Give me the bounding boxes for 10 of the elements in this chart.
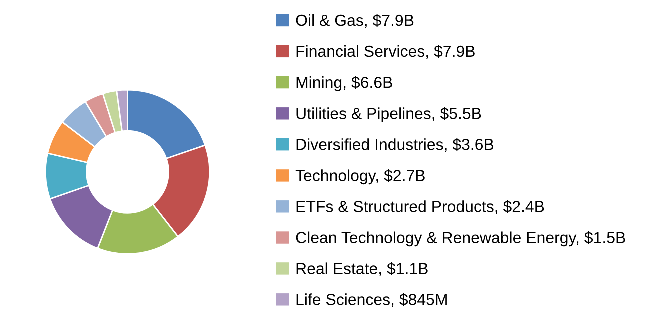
legend-label: Life Sciences, $845M xyxy=(296,293,447,308)
legend-label: Diversified Industries, $3.6B xyxy=(296,138,494,152)
legend-label: Real Estate, $1.1B xyxy=(296,262,428,276)
legend-label: ETFs & Structured Products, $2.4B xyxy=(296,200,544,214)
legend-label: Utilities & Pipelines, $5.5B xyxy=(296,107,482,123)
legend-label: Technology, $2.7B xyxy=(296,169,425,185)
legend-label: Mining, $6.6B xyxy=(296,76,392,92)
legend-label: Financial Services, $7.9B xyxy=(296,45,475,60)
legend-label: Oil & Gas, $7.9B xyxy=(296,14,414,28)
legend-label: Clean Technology & Renewable Energy, $1.5B xyxy=(296,231,626,247)
